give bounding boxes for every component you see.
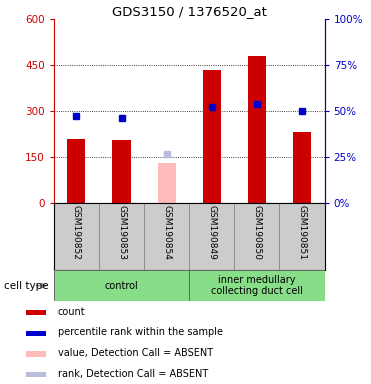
Text: GSM190852: GSM190852 xyxy=(72,205,81,260)
Bar xyxy=(26,310,46,315)
Text: rank, Detection Call = ABSENT: rank, Detection Call = ABSENT xyxy=(58,369,208,379)
FancyBboxPatch shape xyxy=(54,203,99,270)
Text: GSM190853: GSM190853 xyxy=(117,205,126,260)
Bar xyxy=(248,56,266,203)
Title: GDS3150 / 1376520_at: GDS3150 / 1376520_at xyxy=(112,5,267,18)
Text: inner medullary
collecting duct cell: inner medullary collecting duct cell xyxy=(211,275,303,296)
FancyBboxPatch shape xyxy=(99,203,144,270)
Text: GSM190851: GSM190851 xyxy=(298,205,306,260)
Text: count: count xyxy=(58,307,85,317)
Bar xyxy=(68,139,85,203)
Text: percentile rank within the sample: percentile rank within the sample xyxy=(58,328,223,338)
Bar xyxy=(26,372,46,377)
Bar xyxy=(54,270,189,301)
Text: GSM190849: GSM190849 xyxy=(207,205,216,260)
Bar xyxy=(112,140,131,203)
FancyBboxPatch shape xyxy=(234,203,279,270)
Bar xyxy=(293,132,311,203)
Bar xyxy=(203,70,221,203)
FancyBboxPatch shape xyxy=(144,203,189,270)
FancyBboxPatch shape xyxy=(279,203,325,270)
FancyBboxPatch shape xyxy=(189,203,234,270)
Text: value, Detection Call = ABSENT: value, Detection Call = ABSENT xyxy=(58,348,213,358)
Bar xyxy=(189,270,325,301)
Bar xyxy=(26,331,46,336)
Text: control: control xyxy=(105,281,138,291)
Bar xyxy=(158,163,176,203)
Bar xyxy=(26,351,46,357)
Text: GSM190850: GSM190850 xyxy=(252,205,262,260)
Text: cell type: cell type xyxy=(4,281,48,291)
Text: GSM190854: GSM190854 xyxy=(162,205,171,260)
